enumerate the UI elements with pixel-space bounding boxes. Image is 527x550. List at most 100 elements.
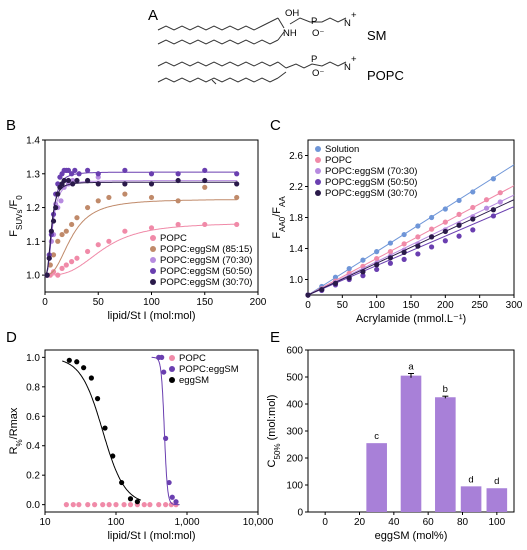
c-point-solution bbox=[429, 214, 435, 221]
e-y-tick-label: 100 bbox=[286, 481, 303, 492]
b-point-popc-eggsm-30-70 bbox=[65, 177, 72, 184]
e-x-tick-label: 60 bbox=[423, 517, 435, 528]
b-point-popc-eggsm-30-70 bbox=[95, 181, 101, 187]
c-point-popc bbox=[456, 211, 462, 217]
b-point-popc-eggsm-30-70 bbox=[202, 177, 208, 184]
popc-n-label: N bbox=[344, 62, 351, 73]
b-point-popc bbox=[69, 259, 75, 265]
c-point-popc bbox=[387, 249, 393, 255]
c-y-tick-label: 1.0 bbox=[289, 275, 303, 286]
c-x-tick-label: 50 bbox=[337, 300, 349, 311]
c-point-popc bbox=[483, 197, 490, 203]
b-point-popc-eggsm-30-70 bbox=[55, 191, 61, 197]
d-fit-eggsm bbox=[62, 360, 142, 501]
c-point-popc-eggsm-30-70 bbox=[305, 292, 311, 298]
d-point-popc bbox=[121, 502, 127, 508]
d-point-popc bbox=[141, 502, 147, 508]
b-point-popc bbox=[234, 221, 240, 228]
c-point-popc-eggsm-50-50 bbox=[387, 260, 393, 266]
d-point-popc bbox=[100, 502, 106, 508]
b-point-popc-eggsm-50-50 bbox=[202, 167, 208, 173]
b-point-popc-eggsm-50-50 bbox=[175, 171, 181, 177]
c-point-popc-eggsm-30-70 bbox=[360, 269, 366, 275]
e-significance-letter: a bbox=[408, 361, 414, 372]
sm-label: SM bbox=[367, 28, 387, 43]
b-legend-popc-eggsm-85-15: POPC:eggSM (85:15) bbox=[160, 244, 252, 255]
c-point-popc-eggsm-70-30 bbox=[497, 199, 503, 205]
d-legend-popc-eggsm: POPC:eggSM bbox=[179, 364, 239, 375]
b-point-popc-eggsm-30-70 bbox=[122, 181, 128, 187]
c-fit-popc bbox=[307, 185, 515, 296]
c-point-popc-eggsm-50-50 bbox=[456, 233, 462, 239]
c-x-tick-label: 100 bbox=[368, 300, 385, 311]
d-point-popc bbox=[163, 502, 169, 508]
c-point-popc-eggsm-30-70 bbox=[429, 234, 435, 240]
b-point-popc-eggsm-70-30 bbox=[58, 198, 64, 204]
b-legend-marker bbox=[150, 257, 156, 263]
b-point-popc-eggsm-50-50 bbox=[148, 171, 155, 177]
d-plot-frame bbox=[44, 349, 259, 513]
b-point-popc-eggsm-85-15 bbox=[234, 194, 240, 201]
b-point-popc-eggsm-30-70 bbox=[46, 255, 52, 261]
e-significance-letter: d bbox=[494, 476, 499, 487]
sm-sphingoid-chain bbox=[157, 21, 271, 31]
d-point-eggsm bbox=[66, 357, 72, 363]
d-point-eggsm bbox=[88, 375, 94, 381]
c-point-popc-eggsm-30-70 bbox=[387, 255, 393, 261]
b-x-tick-label: 200 bbox=[250, 297, 267, 308]
panel-label-c: C bbox=[270, 117, 281, 134]
d-fit-popc-eggsm bbox=[151, 356, 180, 506]
b-point-popc-eggsm-85-15 bbox=[59, 231, 65, 238]
d-point-popc bbox=[76, 502, 82, 508]
c-point-popc bbox=[401, 241, 407, 247]
e-y-tick-label: 600 bbox=[286, 346, 303, 357]
d-point-popc bbox=[168, 502, 174, 508]
d-x-tick-label: 10,000 bbox=[243, 517, 274, 528]
c-legend-marker bbox=[315, 179, 321, 185]
c-legend-marker bbox=[315, 168, 321, 174]
c-point-popc-eggsm-30-70 bbox=[470, 216, 476, 222]
c-point-popc-eggsm-50-50 bbox=[442, 238, 448, 244]
e-bar bbox=[366, 443, 387, 512]
c-point-solution bbox=[490, 176, 496, 182]
b-legend-marker bbox=[150, 279, 156, 285]
c-point-popc-eggsm-50-50 bbox=[360, 273, 366, 279]
d-point-eggsm bbox=[127, 496, 134, 502]
c-point-solution bbox=[415, 223, 421, 229]
c-point-popc-eggsm-50-50 bbox=[470, 227, 476, 233]
c-point-popc-eggsm-30-70 bbox=[401, 249, 407, 255]
d-point-eggsm bbox=[102, 425, 108, 431]
b-point-popc-eggsm-50-50 bbox=[85, 167, 91, 173]
b-point-popc-eggsm-85-15 bbox=[47, 262, 53, 268]
popc-ominus-label: O⁻ bbox=[312, 68, 324, 79]
b-point-popc-eggsm-50-50 bbox=[69, 171, 75, 177]
b-point-popc-eggsm-85-15 bbox=[175, 198, 181, 204]
b-y-tick-label: 1.3 bbox=[26, 169, 40, 180]
c-legend-solution: Solution bbox=[325, 144, 359, 155]
d-point-eggsm bbox=[110, 453, 116, 459]
c-point-popc bbox=[442, 219, 448, 225]
c-y-tick-label: 1.4 bbox=[289, 244, 303, 255]
b-x-tick-label: 0 bbox=[42, 297, 48, 308]
c-y-tick-label: 2.6 bbox=[289, 151, 303, 162]
c-point-popc bbox=[415, 234, 421, 240]
popc-plus-label: + bbox=[351, 54, 357, 65]
c-fit-popc-eggsm-30-70 bbox=[307, 199, 515, 296]
c-point-popc bbox=[374, 255, 380, 262]
b-point-popc bbox=[55, 272, 61, 278]
b-point-popc-eggsm-85-15 bbox=[50, 252, 57, 258]
b-legend-popc-eggsm-70-30: POPC:eggSM (70:30) bbox=[160, 255, 252, 266]
c-point-popc-eggsm-50-50 bbox=[415, 251, 421, 257]
c-point-popc bbox=[497, 190, 503, 196]
c-point-popc-eggsm-30-70 bbox=[456, 222, 462, 228]
c-point-popc bbox=[470, 204, 476, 211]
panel-label-b: B bbox=[6, 117, 16, 134]
b-x-tick-label: 150 bbox=[196, 297, 213, 308]
b-point-popc-eggsm-85-15 bbox=[106, 194, 112, 201]
sm-n-label: N bbox=[344, 18, 351, 29]
c-point-popc-eggsm-50-50 bbox=[374, 266, 380, 273]
d-point-popc-eggsm bbox=[169, 494, 175, 500]
b-y-axis-label: FSUVs/F0 bbox=[8, 195, 24, 237]
b-point-popc-eggsm-85-15 bbox=[148, 194, 155, 201]
d-y-tick-label: 1.0 bbox=[26, 353, 40, 364]
